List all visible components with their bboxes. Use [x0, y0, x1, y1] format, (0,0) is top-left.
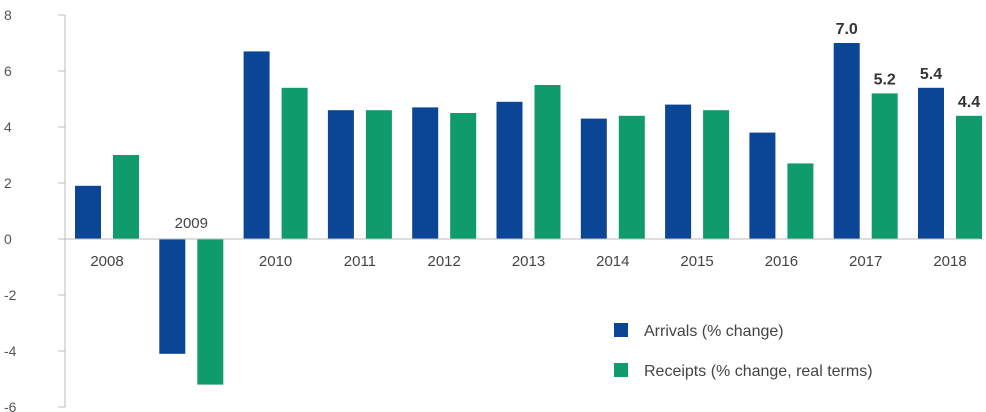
bar-arrivals-2013	[496, 101, 523, 239]
data-label: 5.4	[920, 66, 942, 83]
x-category-label: 2012	[428, 253, 461, 270]
bar-arrivals-2017	[833, 43, 860, 239]
data-label: 5.2	[874, 71, 896, 88]
category-label-background	[572, 240, 653, 270]
bar-arrivals-2011	[327, 110, 354, 239]
legend: Arrivals (% change) Receipts (% change, r…	[614, 323, 873, 380]
category-label-background	[741, 240, 822, 270]
category-label-background	[319, 240, 400, 270]
bars	[75, 43, 982, 385]
bar-arrivals-2010	[243, 51, 270, 240]
y-tick-label: -4	[4, 343, 17, 359]
x-category-label: 2016	[765, 253, 798, 270]
legend-swatch	[614, 363, 628, 377]
category-label-background	[825, 240, 906, 270]
x-category-label: 2009	[175, 215, 208, 232]
y-tick-label: 0	[4, 231, 12, 247]
y-tick-label: 8	[4, 7, 12, 23]
category-label-background	[235, 240, 316, 270]
bar-arrivals-2008	[75, 185, 101, 239]
bar-arrivals-2014	[580, 118, 607, 239]
bar-receipts-2017	[871, 93, 898, 240]
x-category-label: 2018	[933, 253, 966, 270]
x-category-label: 2014	[596, 253, 629, 270]
bar-receipts-2014	[618, 115, 645, 239]
x-category-label: 2013	[512, 253, 545, 270]
bar-receipts-2008	[113, 155, 139, 239]
legend-swatch	[614, 323, 628, 337]
y-tick-label: -2	[4, 287, 17, 303]
y-tick-label: 6	[4, 63, 12, 79]
x-category-label: 2010	[259, 253, 292, 270]
data-label: 7.0	[836, 21, 858, 38]
y-tick-label: 4	[4, 119, 12, 135]
x-category-label: 2008	[90, 253, 123, 270]
y-axis: 8 6 4 2 0 -2 -4 -6	[4, 7, 66, 412]
category-label-background	[657, 240, 738, 270]
legend-label: Arrivals (% change)	[644, 323, 784, 340]
bar-receipts-2018	[956, 115, 982, 239]
bar-receipts-2013	[534, 85, 561, 239]
category-label-background	[488, 240, 569, 270]
x-category-label: 2017	[849, 253, 882, 270]
y-tick-label: -6	[4, 399, 17, 412]
x-category-label: 2015	[680, 253, 713, 270]
bar-arrivals-2015	[665, 104, 692, 239]
x-category-label: 2011	[344, 253, 376, 270]
bar-receipts-2016	[787, 163, 814, 239]
bar-arrivals-2018	[918, 87, 944, 239]
bar-arrivals-2009	[159, 239, 186, 354]
category-label-background	[404, 240, 485, 270]
bar-receipts-2010	[281, 87, 308, 239]
legend-label: Receipts (% change, real terms)	[644, 363, 873, 380]
bar-arrivals-2012	[412, 107, 439, 240]
bar-receipts-2011	[365, 110, 392, 239]
bar-receipts-2015	[703, 110, 730, 239]
category-label-background	[67, 240, 147, 270]
y-tick-label: 2	[4, 175, 12, 191]
bar-receipts-2009	[197, 239, 224, 385]
data-labels: 7.0 5.2 5.4 4.4	[836, 21, 981, 111]
bar-arrivals-2016	[749, 132, 776, 239]
data-label: 4.4	[958, 94, 980, 111]
bar-receipts-2012	[450, 113, 477, 239]
x-axis-labels: 2008 2009 2010 2011 2012 2013 2014 2015 2016 2017…	[67, 215, 986, 270]
category-label-background	[910, 240, 986, 270]
